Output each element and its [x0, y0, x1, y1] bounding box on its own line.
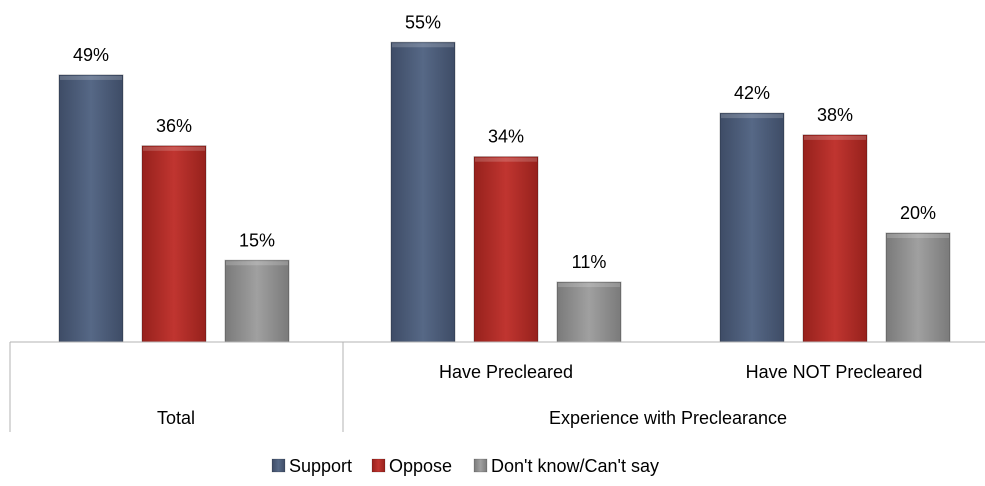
- bar-dont-know-0: [224, 259, 290, 343]
- group-label-0: Total: [157, 408, 195, 428]
- bar-bevel-dont-know-1: [558, 283, 620, 288]
- data-label-oppose-1: 34%: [488, 127, 524, 147]
- category-label-1: Have Precleared: [439, 362, 573, 382]
- legend: Support Oppose Don't know/Can't say: [271, 456, 659, 476]
- bar-bevel-oppose-0: [143, 146, 205, 151]
- legend-label-oppose: Oppose: [389, 456, 452, 476]
- data-label-dont-know-0: 15%: [239, 230, 275, 250]
- bar-oppose-0: [141, 145, 207, 343]
- data-label-support-0: 49%: [73, 45, 109, 65]
- bar-support-2: [719, 112, 785, 343]
- bar-support-0: [58, 74, 124, 343]
- bar-oppose-1: [473, 156, 539, 343]
- group-label-1: Experience with Preclearance: [549, 408, 787, 428]
- bar-bevel-oppose-1: [475, 157, 537, 162]
- category-label-2: Have NOT Precleared: [746, 362, 923, 382]
- legend-label-dont-know: Don't know/Can't say: [491, 456, 659, 476]
- bar-bevel-support-1: [392, 43, 454, 48]
- bar-bevel-oppose-2: [804, 135, 866, 140]
- legend-swatch-dont-know: [473, 458, 488, 473]
- bar-dont-know-2: [885, 232, 951, 343]
- bars-layer: 49% 36% 15% 55% 34% 11% 42% 38% 20%: [58, 12, 951, 343]
- bar-bevel-support-0: [60, 75, 122, 80]
- bar-oppose-2: [802, 134, 868, 343]
- legend-swatch-oppose: [371, 458, 386, 473]
- bar-bevel-dont-know-2: [887, 234, 949, 238]
- bar-bevel-support-2: [721, 114, 783, 119]
- data-label-oppose-0: 36%: [156, 116, 192, 136]
- data-label-dont-know-2: 20%: [900, 203, 936, 223]
- legend-swatch-support: [271, 458, 286, 473]
- legend-label-support: Support: [289, 456, 352, 476]
- category-axis: Have Precleared Have NOT Precleared Total E…: [9, 341, 985, 432]
- data-label-dont-know-1: 11%: [572, 252, 607, 272]
- data-label-support-2: 42%: [734, 83, 770, 103]
- data-label-oppose-2: 38%: [817, 105, 853, 125]
- bar-bevel-dont-know-0: [226, 261, 288, 266]
- bar-support-1: [390, 41, 456, 343]
- data-label-support-1: 55%: [405, 12, 441, 32]
- bar-dont-know-1: [556, 281, 622, 343]
